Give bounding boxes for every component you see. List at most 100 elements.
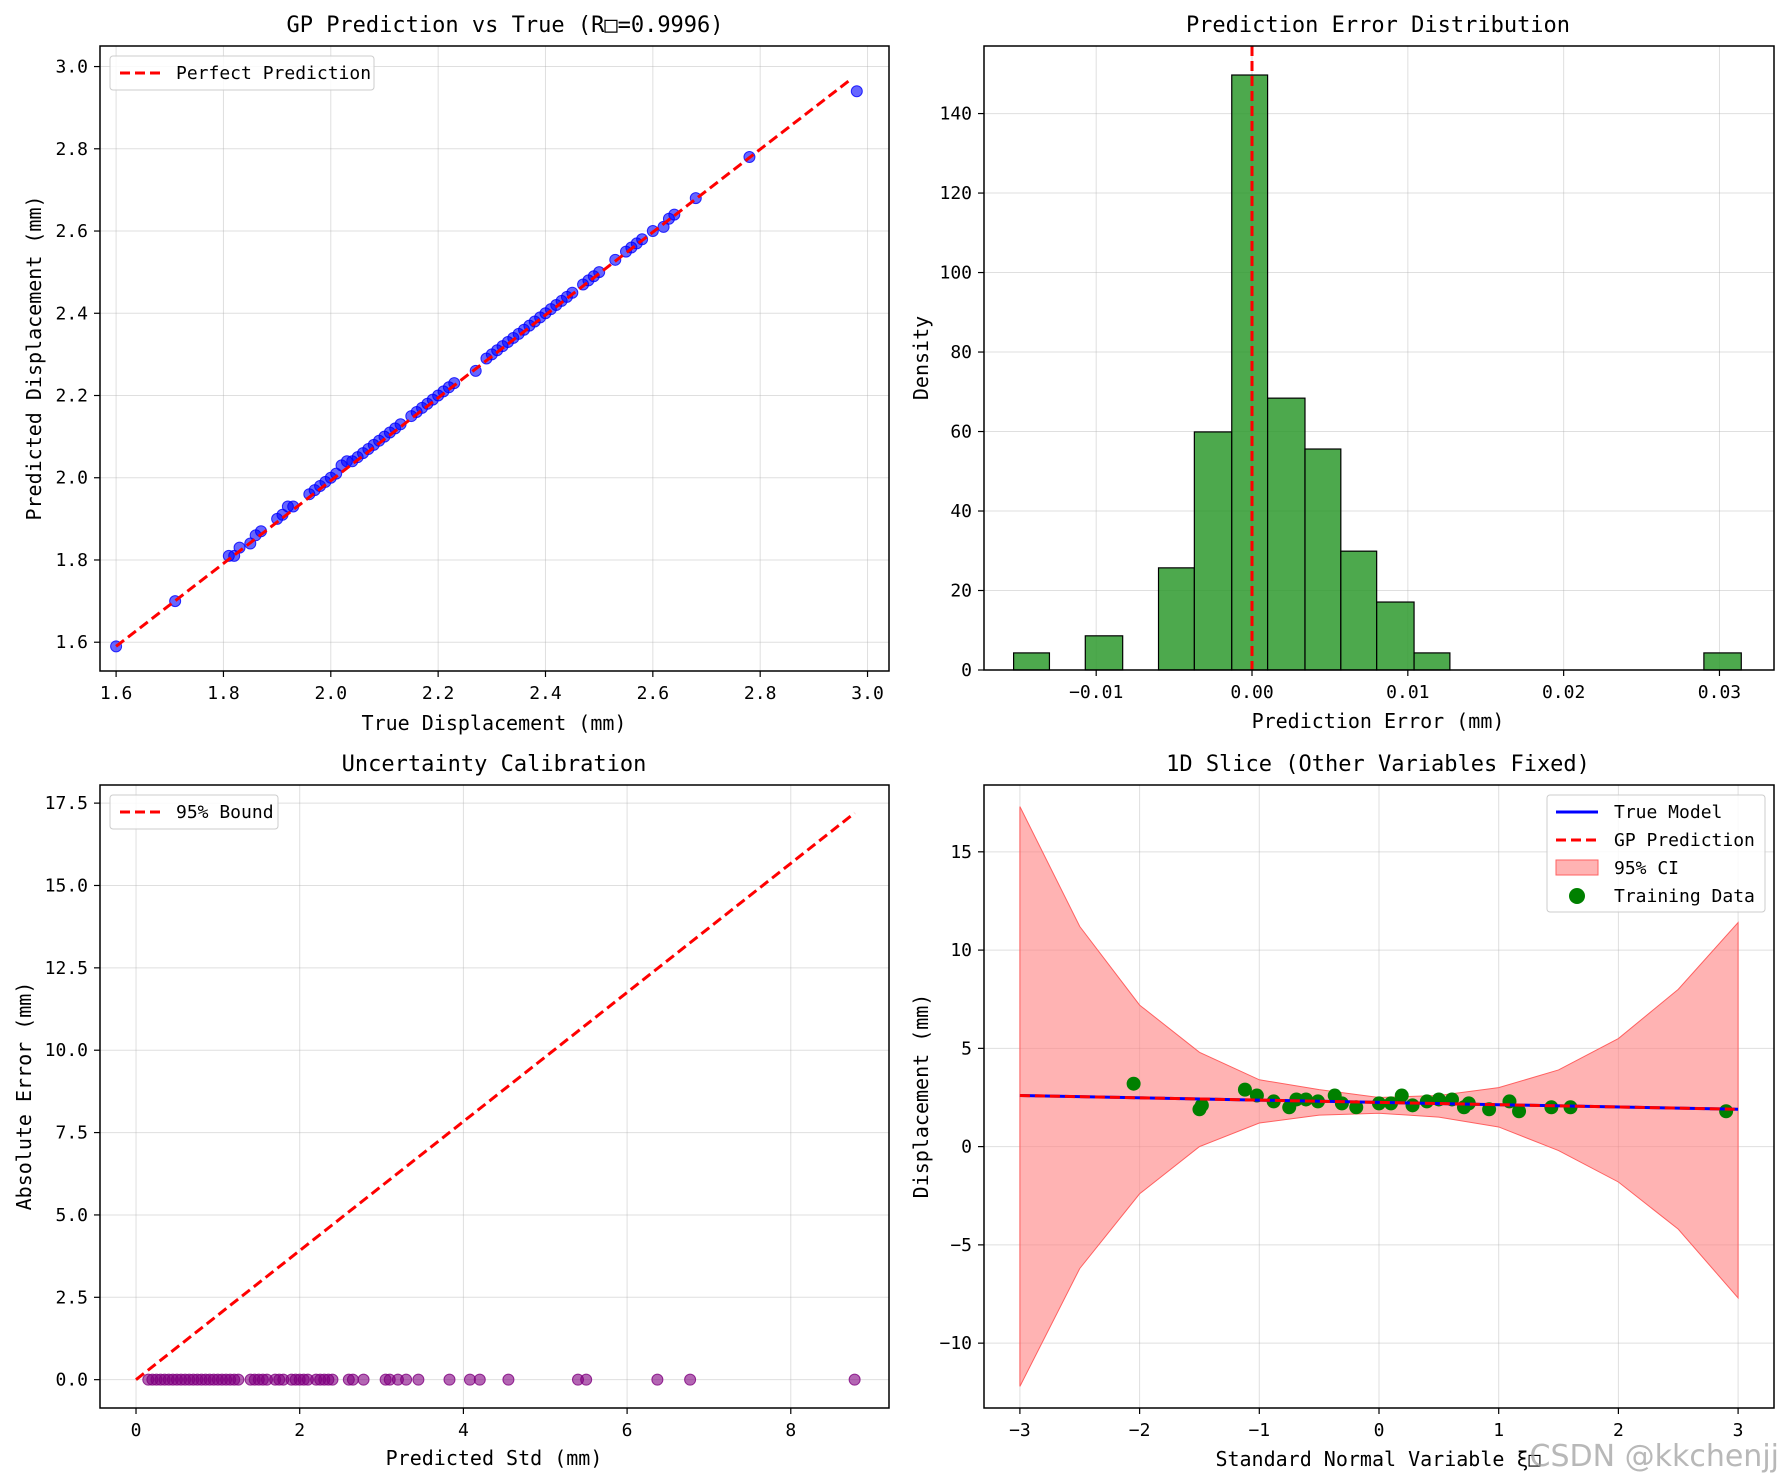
true-model-line xyxy=(1019,1094,1739,1111)
scatter-point xyxy=(346,1373,359,1386)
training-data-point xyxy=(1405,1098,1420,1113)
scatter-point xyxy=(443,1373,456,1386)
y-tick-label: 40 xyxy=(950,501,972,522)
panel4-ylabel: Displacement (mm) xyxy=(909,994,933,1199)
x-tick-label: 3.0 xyxy=(851,683,884,704)
y-tick-label: 2.8 xyxy=(55,139,88,160)
y-tick-label: 100 xyxy=(939,263,972,284)
training-data-point xyxy=(1334,1096,1349,1111)
y-tick-label: 60 xyxy=(950,422,972,443)
x-tick-label: −0.01 xyxy=(1069,682,1123,703)
scatter-point xyxy=(684,1373,697,1386)
panel4-axes-frame xyxy=(983,784,1775,1409)
scatter-point xyxy=(850,85,863,98)
panel2-xlabel: Prediction Error (mm) xyxy=(1252,709,1505,733)
scatter-point xyxy=(848,1373,861,1386)
panel3-ylabel: Absolute Error (mm) xyxy=(12,982,36,1211)
x-tick-label: 2 xyxy=(1613,1420,1624,1441)
histogram-bar xyxy=(1193,431,1233,671)
panel4-legend: True Model GP Prediction 95% CI Training… xyxy=(1546,794,1766,913)
panel-uncertainty-calibration: Uncertainty Calibration 0 2 4 6 8 0.0 2.5 5.0 7.… xyxy=(12,752,890,1470)
y-tick-label: −10 xyxy=(939,1333,972,1354)
panel1-legend: Perfect Prediction xyxy=(109,55,375,91)
y-tick-label: 3.0 xyxy=(55,57,88,78)
y-tick-label: 10.0 xyxy=(45,1040,88,1061)
panel3-legend: 95% Bound xyxy=(109,794,279,830)
panel2-axes-frame xyxy=(983,45,1775,671)
legend-training-data-label: Training Data xyxy=(1614,886,1755,907)
y-tick-label: 15.0 xyxy=(45,875,88,896)
training-data-point xyxy=(1394,1088,1409,1103)
y-tick-label: 2.2 xyxy=(55,386,88,407)
panel-scatter-gp-vs-true: GP Prediction vs True (R□=0.9996) 1.6 1.8… xyxy=(22,13,890,735)
histogram-bar xyxy=(1304,448,1342,671)
x-tick-label: 0.02 xyxy=(1542,682,1585,703)
training-data-point xyxy=(1298,1092,1313,1107)
perfect-prediction-line xyxy=(115,77,853,648)
y-tick-label: 5.0 xyxy=(55,1205,88,1226)
histogram-bar xyxy=(1266,397,1306,671)
histogram-bar xyxy=(1231,74,1269,671)
x-tick-label: 2.6 xyxy=(637,683,670,704)
panel2-title: Prediction Error Distribution xyxy=(1186,13,1570,38)
histogram-bar xyxy=(1703,652,1742,671)
scatter-point xyxy=(657,220,670,233)
panel1-axes-frame xyxy=(99,45,890,672)
y-tick-label: 0.0 xyxy=(55,1370,88,1391)
histogram-bar xyxy=(1157,567,1195,671)
x-tick-label: 2.0 xyxy=(315,683,348,704)
x-tick-label: 6 xyxy=(622,1420,633,1441)
y-tick-label: 20 xyxy=(950,581,972,602)
panel1-xlabel: True Displacement (mm) xyxy=(362,711,627,735)
histogram-bar xyxy=(1413,652,1451,671)
histogram-bar xyxy=(1084,635,1124,671)
y-tick-label: 15 xyxy=(950,842,972,863)
legend-ci-swatch xyxy=(1555,859,1599,876)
histogram-bar xyxy=(1340,550,1378,671)
y-tick-label: 2.6 xyxy=(55,221,88,242)
legend-true-model-label: True Model xyxy=(1614,802,1722,823)
x-tick-label: 4 xyxy=(458,1420,469,1441)
x-tick-label: 2.8 xyxy=(744,683,777,704)
y-tick-label: −5 xyxy=(950,1235,972,1256)
x-tick-label: 2.4 xyxy=(529,683,562,704)
x-tick-label: 1.8 xyxy=(207,683,240,704)
training-data-point xyxy=(1349,1100,1364,1115)
panel1-ylabel: Predicted Displacement (mm) xyxy=(22,195,46,520)
legend-training-data-marker xyxy=(1569,888,1585,904)
panel3-axes-frame xyxy=(99,784,890,1409)
scatter-point xyxy=(326,1373,339,1386)
training-data-point xyxy=(1419,1094,1434,1109)
panel2-ylabel: Density xyxy=(909,316,933,400)
y-tick-label: 140 xyxy=(939,104,972,125)
y-tick-label: 5 xyxy=(961,1038,972,1059)
x-tick-label: 1 xyxy=(1493,1420,1504,1441)
panel4-xlabel: Standard Normal Variable ξ□ xyxy=(1215,1447,1540,1471)
scatter-point xyxy=(232,1373,245,1386)
x-tick-label: 3 xyxy=(1733,1420,1744,1441)
y-tick-label: 0 xyxy=(961,660,972,681)
scatter-point xyxy=(502,1373,515,1386)
panel3-title: Uncertainty Calibration xyxy=(342,752,647,777)
y-tick-label: 7.5 xyxy=(55,1123,88,1144)
training-data-point xyxy=(1544,1100,1559,1115)
x-tick-label: 0 xyxy=(1374,1420,1385,1441)
y-tick-label: 80 xyxy=(950,342,972,363)
y-tick-label: 0 xyxy=(961,1137,972,1158)
watermark: CSDN @kkchenjj xyxy=(1529,1439,1779,1474)
legend-gp-prediction-label: GP Prediction xyxy=(1614,830,1755,851)
y-tick-label: 17.5 xyxy=(45,793,88,814)
scatter-point xyxy=(330,467,343,480)
scatter-point xyxy=(580,1373,593,1386)
x-tick-label: 0.03 xyxy=(1698,682,1741,703)
panel3-xlabel: Predicted Std (mm) xyxy=(386,1446,603,1470)
training-data-point xyxy=(1126,1076,1141,1091)
legend-95-bound-label: 95% Bound xyxy=(176,802,274,823)
x-tick-label: 8 xyxy=(785,1420,796,1441)
y-tick-label: 2.5 xyxy=(55,1287,88,1308)
y-tick-label: 1.8 xyxy=(55,550,88,571)
scatter-point xyxy=(651,1373,664,1386)
y-tick-label: 2.4 xyxy=(55,303,88,324)
95-bound-line xyxy=(135,811,856,1381)
x-tick-label: 2 xyxy=(294,1420,305,1441)
